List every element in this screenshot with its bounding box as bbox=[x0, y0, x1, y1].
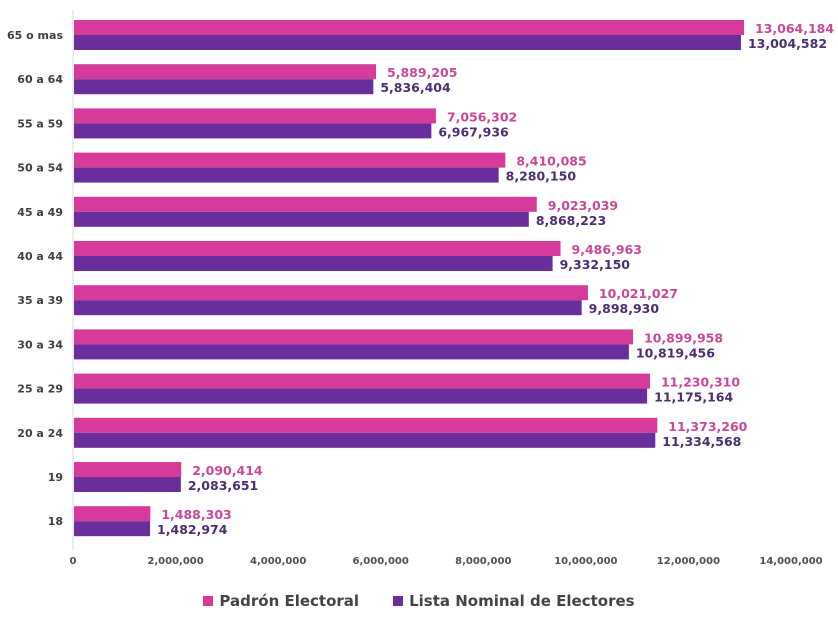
bar-lista-nominal-50-a-54 bbox=[74, 167, 499, 183]
category-label-20-a-24: 20 a 24 bbox=[17, 427, 63, 440]
bar-padron-60-a-64 bbox=[74, 64, 377, 80]
value-label-lista-nominal-50-a-54: 8,280,150 bbox=[506, 169, 577, 184]
category-label-65-o-mas: 65 o mas bbox=[7, 29, 63, 42]
bar-lista-nominal-30-a-34 bbox=[74, 344, 629, 360]
legend: Padrón Electoral Lista Nominal de Electo… bbox=[0, 592, 838, 610]
value-label-lista-nominal-25-a-29: 11,175,164 bbox=[654, 390, 733, 405]
x-tick-label-5: 10,000,000 bbox=[554, 556, 617, 567]
category-label-18: 18 bbox=[48, 515, 63, 528]
value-label-lista-nominal-30-a-34: 10,819,456 bbox=[636, 345, 715, 360]
value-label-padron-40-a-44: 9,486,963 bbox=[572, 242, 642, 257]
category-label-35-a-39: 35 a 39 bbox=[17, 294, 63, 307]
bar-lista-nominal-35-a-39 bbox=[74, 300, 582, 316]
legend-swatch-lista-nominal bbox=[393, 596, 404, 606]
bar-lista-nominal-20-a-24 bbox=[74, 432, 656, 448]
value-label-padron-60-a-64: 5,889,205 bbox=[387, 65, 457, 80]
legend-item-padron: Padrón Electoral bbox=[203, 592, 359, 610]
x-tick-label-2: 4,000,000 bbox=[250, 556, 306, 567]
value-label-padron-45-a-49: 9,023,039 bbox=[548, 198, 618, 213]
bar-padron-40-a-44 bbox=[74, 241, 561, 256]
bar-lista-nominal-55-a-59 bbox=[74, 123, 432, 139]
bar-padron-19 bbox=[74, 462, 182, 477]
value-label-lista-nominal-45-a-49: 8,868,223 bbox=[536, 213, 606, 228]
bar-padron-55-a-59 bbox=[74, 108, 436, 124]
x-tick-label-0: 0 bbox=[70, 556, 77, 567]
x-axis-ticks: 0 2,000,000 4,000,000 6,000,000 8,000,000 10,… bbox=[70, 556, 823, 567]
legend-label-lista-nominal: Lista Nominal de Electores bbox=[409, 592, 635, 610]
value-label-lista-nominal-18: 1,482,974 bbox=[157, 522, 228, 537]
x-tick-label-6: 12,000,000 bbox=[657, 556, 720, 567]
x-tick-label-1: 2,000,000 bbox=[147, 556, 203, 567]
value-label-lista-nominal-19: 2,083,651 bbox=[188, 478, 258, 493]
bar-lista-nominal-18 bbox=[74, 521, 151, 537]
value-label-padron-19: 2,090,414 bbox=[192, 463, 263, 478]
value-label-lista-nominal-60-a-64: 5,836,404 bbox=[380, 80, 451, 95]
bar-padron-18 bbox=[74, 506, 151, 522]
bar-padron-25-a-29 bbox=[74, 373, 650, 389]
x-tick-label-7: 14,000,000 bbox=[759, 556, 822, 567]
bar-lista-nominal-40-a-44 bbox=[74, 256, 553, 271]
value-label-lista-nominal-35-a-39: 9,898,930 bbox=[589, 301, 660, 316]
category-label-30-a-34: 30 a 34 bbox=[17, 338, 63, 351]
value-label-padron-25-a-29: 11,230,310 bbox=[661, 375, 740, 390]
value-label-padron-55-a-59: 7,056,302 bbox=[447, 109, 517, 124]
category-labels: 65 o mas 60 a 64 55 a 59 50 a 54 45 a 49 40 a… bbox=[7, 29, 63, 528]
value-label-padron-65-o-mas: 13,064,184 bbox=[755, 21, 834, 36]
value-label-padron-20-a-24: 11,373,260 bbox=[668, 419, 747, 434]
bar-padron-30-a-34 bbox=[74, 329, 634, 345]
bar-padron-20-a-24 bbox=[74, 417, 658, 433]
bar-padron-35-a-39 bbox=[74, 285, 588, 301]
x-tick-label-3: 6,000,000 bbox=[353, 556, 409, 567]
category-label-50-a-54: 50 a 54 bbox=[17, 162, 63, 175]
bars-group bbox=[74, 20, 745, 537]
value-label-lista-nominal-20-a-24: 11,334,568 bbox=[662, 434, 741, 449]
value-label-padron-35-a-39: 10,021,027 bbox=[599, 286, 678, 301]
value-label-lista-nominal-40-a-44: 9,332,150 bbox=[560, 257, 631, 272]
value-label-lista-nominal-65-o-mas: 13,004,582 bbox=[748, 36, 827, 51]
value-label-padron-50-a-54: 8,410,085 bbox=[516, 154, 586, 169]
bar-padron-45-a-49 bbox=[74, 196, 537, 212]
category-label-45-a-49: 45 a 49 bbox=[17, 206, 63, 219]
bar-lista-nominal-25-a-29 bbox=[74, 388, 648, 404]
category-label-55-a-59: 55 a 59 bbox=[17, 117, 63, 130]
bar-lista-nominal-45-a-49 bbox=[74, 211, 529, 227]
bar-lista-nominal-65-o-mas bbox=[74, 35, 741, 50]
bar-padron-50-a-54 bbox=[74, 152, 506, 168]
bar-lista-nominal-19 bbox=[74, 477, 181, 492]
value-label-padron-30-a-34: 10,899,958 bbox=[644, 330, 723, 345]
value-label-lista-nominal-55-a-59: 6,967,936 bbox=[438, 124, 509, 139]
category-label-19: 19 bbox=[48, 471, 63, 484]
legend-swatch-padron bbox=[203, 596, 214, 606]
bar-lista-nominal-60-a-64 bbox=[74, 79, 374, 95]
value-label-padron-18: 1,488,303 bbox=[161, 507, 231, 522]
category-label-25-a-29: 25 a 29 bbox=[17, 383, 63, 396]
legend-item-lista-nominal: Lista Nominal de Electores bbox=[393, 592, 635, 610]
category-label-60-a-64: 60 a 64 bbox=[17, 73, 63, 86]
category-label-40-a-44: 40 a 44 bbox=[17, 250, 63, 263]
legend-label-padron: Padrón Electoral bbox=[219, 592, 360, 610]
bar-chart: 65 o mas 60 a 64 55 a 59 50 a 54 45 a 49 40 a… bbox=[7, 10, 834, 567]
bar-padron-65-o-mas bbox=[74, 20, 745, 35]
x-tick-label-4: 8,000,000 bbox=[455, 556, 511, 567]
